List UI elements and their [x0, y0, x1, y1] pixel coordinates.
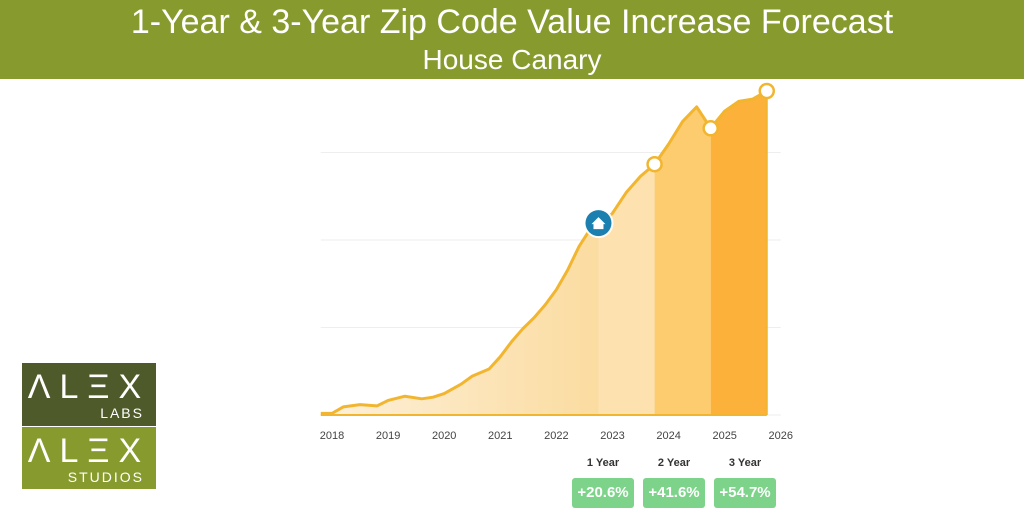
x-tick-label: 2025 [712, 430, 736, 442]
forecast-point-3 [758, 82, 776, 100]
x-tick-label: 2021 [488, 430, 512, 442]
alex-labs-logo: ΛLΞX LABS [22, 363, 156, 426]
x-tick-label: 2026 [769, 430, 793, 442]
x-tick-label: 2024 [656, 430, 680, 442]
x-axis-ticks: 2018 2019 2020 2021 2022 2023 2024 2025 2026 [320, 430, 793, 442]
alex-studios-caption: STUDIOS [67, 469, 144, 485]
forecast-label-3-year: 3 Year [728, 457, 762, 469]
forecast-badge-2-year: +41.6% [643, 478, 705, 508]
forecast-point-1 [646, 155, 663, 173]
value-line [320, 89, 768, 415]
alex-labs-caption: LABS [100, 405, 144, 421]
home-glyph [591, 217, 606, 230]
page-subtitle: House Canary [422, 44, 602, 75]
chart-line [320, 89, 768, 416]
chart-points [583, 82, 776, 239]
forecast-badge-3-year: +54.7% [714, 478, 776, 508]
forecast-label-1-year: 1 Year [586, 457, 620, 469]
forecast-area-3-year [710, 91, 767, 415]
forecast-area-2-year [654, 106, 711, 415]
x-tick-label: 2020 [432, 430, 456, 442]
historical-area [320, 227, 599, 415]
forecast-point-2 [702, 120, 719, 137]
alex-labs-wordmark: ΛLΞX [27, 368, 151, 406]
header-banner: 1-Year & 3-Year Zip Code Value Increase … [0, 0, 1024, 79]
forecast-label-2-year: 2 Year [657, 457, 691, 469]
forecast-area-1-year [598, 164, 655, 415]
alex-studios-wordmark: ΛLΞX [27, 432, 151, 470]
x-tick-label: 2023 [600, 430, 624, 442]
chart-areas [320, 91, 767, 415]
forecast-badge-1-year: +20.6% [572, 478, 634, 508]
x-tick-label: 2022 [544, 430, 568, 442]
page-title: 1-Year & 3-Year Zip Code Value Increase … [130, 3, 894, 41]
x-tick-label: 2018 [320, 430, 344, 442]
x-tick-label: 2019 [376, 430, 400, 442]
alex-studios-logo: ΛLΞX STUDIOS [22, 427, 156, 489]
home-icon [583, 208, 614, 239]
